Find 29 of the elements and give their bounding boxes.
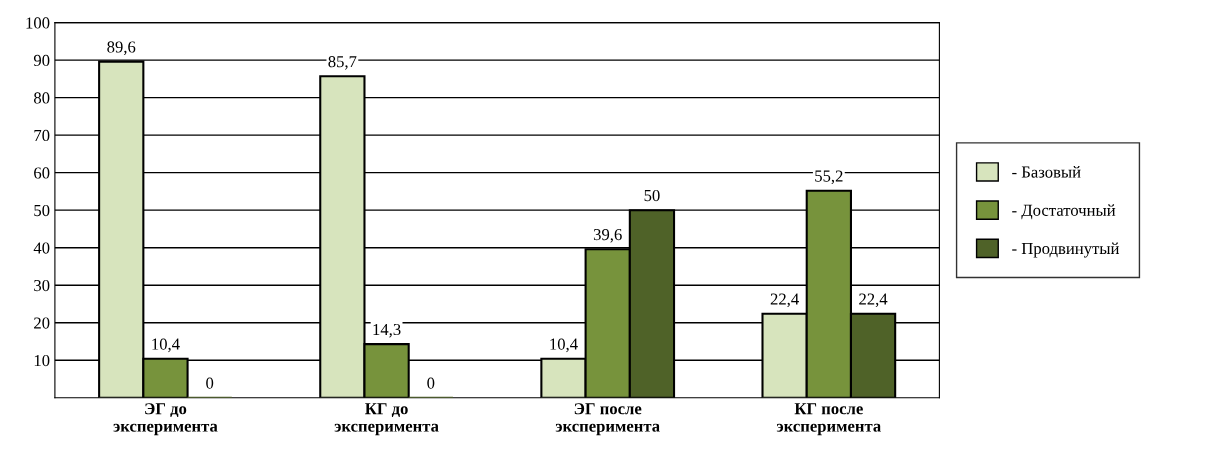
data-label: 55,2	[815, 170, 843, 185]
data-label: 0	[206, 377, 214, 389]
y-tick-label: 100	[26, 17, 50, 29]
y-tick-label: 70	[34, 129, 50, 142]
data-label: 0	[427, 377, 435, 389]
y-tick-label: 40	[33, 242, 50, 254]
x-tick-label: КГ до эксперимента	[334, 403, 439, 436]
y-tick-label: 90	[33, 54, 50, 67]
legend-label: - Достаточный	[1012, 204, 1116, 220]
data-label: 50	[644, 189, 660, 202]
legend-label: - Базовый	[1012, 166, 1081, 178]
y-tick-label: 20	[34, 317, 50, 329]
x-tick-label: ЭГ после эксперимента	[555, 403, 660, 436]
data-label: 10,4	[152, 338, 180, 353]
data-label: 85,7	[328, 55, 357, 70]
data-label: 22,4	[770, 293, 799, 308]
data-label: 14,3	[373, 323, 401, 338]
data-label: 39,6	[593, 228, 622, 243]
y-tick-label: 50	[34, 204, 50, 217]
data-label: 22,4	[859, 293, 888, 308]
data-label: 10,4	[550, 338, 578, 353]
y-tick-label: 10	[34, 354, 50, 367]
x-tick-label: КГ после эксперимента	[776, 403, 881, 436]
x-tick-label: ЭГ до эксперимента	[113, 403, 218, 436]
data-label: 89,6	[107, 41, 136, 55]
y-tick-label: 30	[34, 279, 50, 292]
legend-label: - Продвинутый	[1012, 242, 1120, 258]
y-tick-label: 60	[34, 167, 50, 179]
y-tick-label: 80	[34, 92, 50, 104]
